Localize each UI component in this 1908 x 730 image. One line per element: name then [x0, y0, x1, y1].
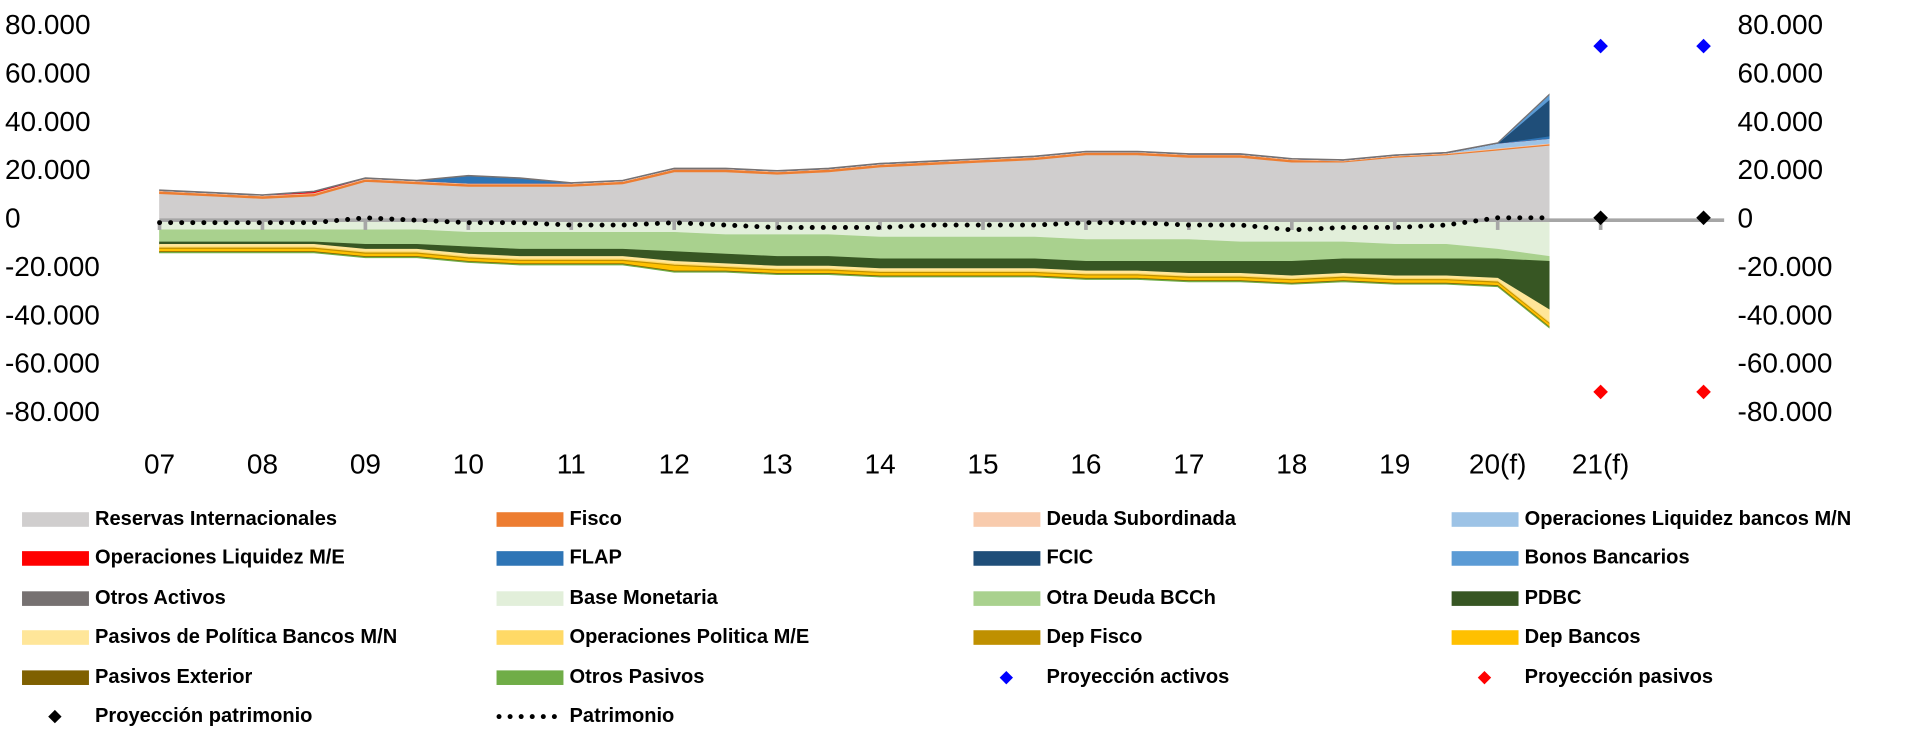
legend-swatch [1451, 630, 1519, 645]
legend-label: Patrimonio [570, 705, 675, 727]
legend-swatch [22, 670, 89, 685]
legend-swatch [999, 670, 1014, 685]
legend-swatch [22, 630, 89, 645]
x-tick-label: 16 [1070, 448, 1101, 479]
x-tick-label: 15 [967, 448, 998, 479]
x-tick-label: 11 [557, 448, 586, 479]
x-tick-label: 17 [1173, 448, 1204, 479]
y2-tick-label: -60.000 [1738, 348, 1833, 379]
legend-label: Reservas Internacionales [95, 508, 337, 530]
y2-tick-label: 40.000 [1738, 106, 1824, 137]
legend-swatch [496, 512, 564, 527]
y-tick-label: -60.000 [5, 348, 100, 379]
y-tick-label: 40.000 [5, 106, 91, 137]
y-tick-label: 80.000 [5, 9, 91, 40]
area [159, 252, 1550, 329]
legend-swatch [496, 591, 564, 606]
x-tick-label: 19 [1379, 448, 1410, 479]
area [159, 144, 1550, 221]
x-tick-label: 09 [350, 448, 381, 479]
x-tick-label: 08 [247, 448, 278, 479]
legend-label: Base Monetaria [570, 587, 719, 609]
y2-tick-label: 80.000 [1738, 9, 1824, 40]
x-tick-label: 12 [659, 448, 690, 479]
legend-swatch [1451, 591, 1519, 606]
legend-label: Operaciones Liquidez M/E [95, 547, 345, 569]
legend-label: Dep Bancos [1525, 626, 1641, 648]
legend-swatch [48, 709, 62, 724]
y-tick-label: -20.000 [5, 251, 100, 282]
legend-label: Pasivos de Política Bancos M/N [95, 626, 397, 648]
y2-tick-label: 20.000 [1738, 154, 1824, 185]
legend-swatch [496, 551, 564, 566]
point [1696, 210, 1711, 226]
legend-label: Pasivos Exterior [95, 666, 252, 688]
legend-swatch [22, 512, 89, 527]
point [1593, 384, 1608, 400]
legend-label: Proyección patrimonio [95, 705, 312, 727]
legend-swatch [973, 512, 1041, 527]
legend-swatch [22, 551, 89, 566]
area [159, 93, 1550, 196]
legend-swatch [22, 591, 89, 606]
legend-label: Otros Pasivos [570, 666, 705, 688]
y-tick-label: -80.000 [5, 396, 100, 427]
legend-label: Operaciones Politica M/E [570, 626, 810, 648]
point [1593, 210, 1608, 226]
legend-label: FCIC [1046, 547, 1093, 569]
legend-label: Deuda Subordinada [1046, 508, 1236, 530]
legend-swatch [1451, 551, 1519, 566]
y2-tick-label: -80.000 [1738, 396, 1833, 427]
legend-label: Operaciones Liquidez bancos M/N [1525, 508, 1852, 530]
areas [159, 93, 1550, 329]
legend-label: FLAP [570, 547, 622, 569]
legend-label: Proyección pasivos [1525, 666, 1713, 688]
y2-tick-label: 60.000 [1738, 58, 1824, 89]
x-tick-label: 07 [144, 448, 175, 479]
legend-swatch [973, 591, 1041, 606]
legend-label: Bonos Bancarios [1525, 547, 1690, 569]
point [1696, 384, 1711, 400]
y-tick-label: 60.000 [5, 58, 91, 89]
legend-label: PDBC [1525, 587, 1582, 609]
x-tick-label: 14 [865, 448, 896, 479]
legend-swatch [973, 551, 1041, 566]
x-tick-label: 21(f) [1572, 448, 1630, 479]
legend-swatch [1451, 512, 1519, 527]
legend-swatch [973, 630, 1041, 645]
x-tick-label: 18 [1276, 448, 1307, 479]
legend-label: Proyección activos [1046, 666, 1229, 688]
legend-swatch [496, 670, 564, 685]
y2-tick-label: -40.000 [1738, 299, 1833, 330]
point [1696, 38, 1711, 54]
legend-label: Otros Activos [95, 587, 226, 609]
x-tick-label: 20(f) [1469, 448, 1527, 479]
y-tick-label: 20.000 [5, 154, 91, 185]
y2-tick-label: -20.000 [1738, 251, 1833, 282]
point [1593, 38, 1608, 54]
y-tick-label: -40.000 [5, 299, 100, 330]
y2-tick-label: 0 [1738, 203, 1754, 234]
legend-swatch [496, 630, 564, 645]
line [157, 215, 1552, 233]
legend-label: Fisco [570, 508, 622, 530]
legend-swatch [1477, 670, 1492, 685]
legend-label: Dep Fisco [1046, 626, 1142, 648]
x-tick-label: 10 [453, 448, 484, 479]
x-tick-label: 13 [762, 448, 793, 479]
y-tick-label: 0 [5, 203, 21, 234]
legend-label: Otra Deuda BCCh [1046, 587, 1215, 609]
